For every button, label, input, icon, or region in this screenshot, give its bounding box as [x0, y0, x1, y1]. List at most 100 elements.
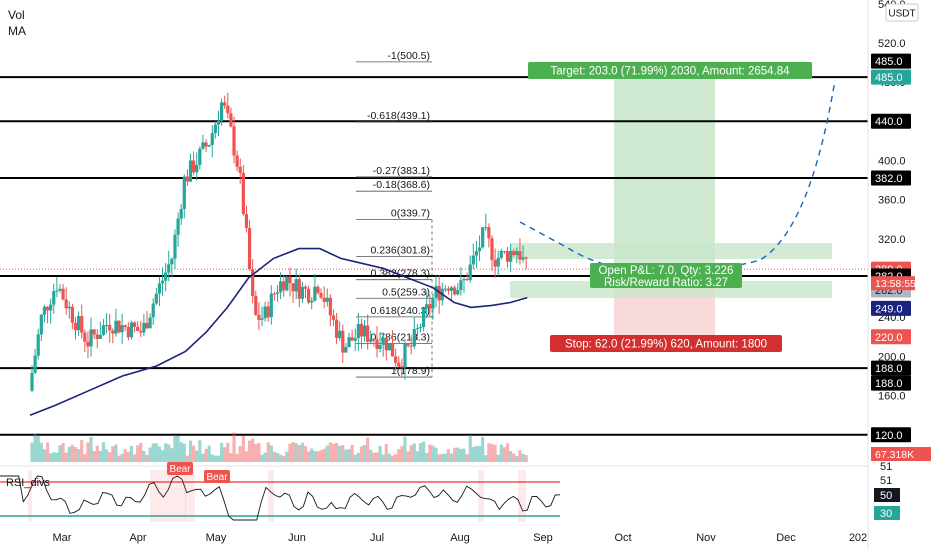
- candle-body: [219, 102, 224, 121]
- candle-body: [235, 155, 239, 167]
- candle-body: [310, 300, 314, 303]
- volume-bar: [412, 443, 416, 462]
- price-tag-label: 220.0: [875, 332, 903, 344]
- price-tag: [871, 300, 911, 316]
- volume-bar: [403, 436, 407, 462]
- candle-body: [45, 306, 50, 311]
- candle-body: [92, 329, 96, 335]
- price-tag: [871, 53, 911, 69]
- price-axis: 540.0520.0480.0440.0400.0360.0320.0280.0…: [867, 0, 932, 550]
- volume-bar: [160, 450, 165, 462]
- rsi-indicator-label[interactable]: RSI_divs: [6, 477, 51, 489]
- candle-body: [257, 314, 261, 320]
- volume-bar: [251, 438, 255, 462]
- volume-indicator-label[interactable]: Vol: [8, 8, 25, 22]
- price-tag-label: 485.0: [875, 72, 903, 84]
- candle-body: [232, 126, 236, 156]
- currency-button[interactable]: USDT: [885, 3, 919, 22]
- candle-body: [325, 297, 329, 302]
- candle-body: [272, 293, 277, 295]
- candle-body: [397, 362, 401, 367]
- candle-body: [328, 297, 332, 316]
- volume-bar: [70, 444, 75, 462]
- volume-bar: [247, 440, 252, 462]
- volume-bar: [275, 452, 280, 462]
- volume-bar: [384, 443, 388, 462]
- candle-body: [474, 251, 479, 256]
- volume-bar: [30, 442, 34, 462]
- time-axis-label: Aug: [450, 532, 470, 544]
- candle-body: [341, 330, 345, 353]
- candle-body: [52, 291, 56, 305]
- candle-body: [338, 330, 342, 339]
- volume-bar: [406, 451, 410, 462]
- volume-bar: [164, 443, 168, 462]
- volume-bar: [515, 455, 519, 462]
- candle-body: [297, 279, 301, 299]
- volume-bar: [49, 453, 53, 462]
- time-axis-label: Sep: [533, 532, 553, 544]
- volume-bar: [111, 446, 115, 462]
- volume-bar: [95, 445, 99, 462]
- candle-body: [251, 269, 255, 297]
- candle-body: [254, 296, 258, 315]
- volume-bar: [369, 449, 373, 462]
- candle-body: [198, 148, 202, 165]
- volume-bar: [375, 452, 379, 462]
- volume-bar: [73, 446, 78, 462]
- fib-level-label: 0.382(278.3): [370, 268, 430, 280]
- volume-bar: [353, 454, 357, 462]
- candle-body: [443, 288, 447, 290]
- candle-body: [282, 281, 286, 291]
- volume-bars: [30, 432, 528, 462]
- candle-body: [185, 176, 189, 182]
- rsi-axis-label: 51: [880, 475, 892, 487]
- candle-body: [390, 343, 395, 357]
- volume-value-label: 67.318K: [875, 449, 914, 461]
- candle-body: [139, 331, 143, 333]
- volume-bar: [238, 446, 242, 462]
- volume-bar: [55, 452, 59, 462]
- volume-bar: [104, 449, 109, 462]
- volume-bar: [459, 448, 463, 462]
- moving-average-line: [29, 247, 528, 416]
- volume-bar: [179, 442, 183, 462]
- time-axis-label: Mar: [53, 532, 72, 544]
- volume-bar: [92, 450, 96, 462]
- volume-bar: [338, 445, 342, 462]
- candle-body: [496, 257, 500, 267]
- volume-bar: [307, 451, 311, 462]
- bear-badge: [167, 462, 193, 475]
- divergence-highlight: [150, 470, 186, 522]
- ma-indicator-label[interactable]: MA: [8, 24, 26, 38]
- volume-bar: [372, 452, 376, 462]
- candle-body: [462, 279, 466, 281]
- price-tag-label: 249.0: [875, 303, 903, 315]
- price-tag: [871, 427, 911, 443]
- volume-bar: [285, 451, 289, 462]
- candle-body: [129, 322, 134, 338]
- volume-bar: [518, 450, 522, 462]
- volume-bar: [219, 442, 224, 462]
- candle-body: [515, 251, 519, 256]
- candle-body: [176, 218, 180, 235]
- candle-body: [406, 344, 410, 346]
- candle-body: [145, 322, 149, 329]
- volume-bar: [350, 444, 354, 462]
- volume-bar: [226, 442, 230, 462]
- fib-level-label: -0.18(368.6): [373, 179, 430, 191]
- target-label: Target: 203.0 (71.99%) 2030, Amount: 265…: [550, 66, 790, 78]
- candle-body: [154, 293, 158, 304]
- volume-bar: [356, 452, 360, 462]
- countdown-tag: [871, 276, 915, 291]
- candle-body: [359, 323, 364, 337]
- candle-body: [468, 264, 472, 281]
- price-tag: [871, 329, 911, 345]
- rsi-axis-label: 30: [880, 508, 892, 520]
- volume-bar: [89, 437, 93, 462]
- volume-bar: [474, 445, 479, 462]
- volume-bar: [425, 453, 429, 462]
- candle-body: [307, 288, 311, 303]
- rsi-axis-tag: [874, 488, 900, 502]
